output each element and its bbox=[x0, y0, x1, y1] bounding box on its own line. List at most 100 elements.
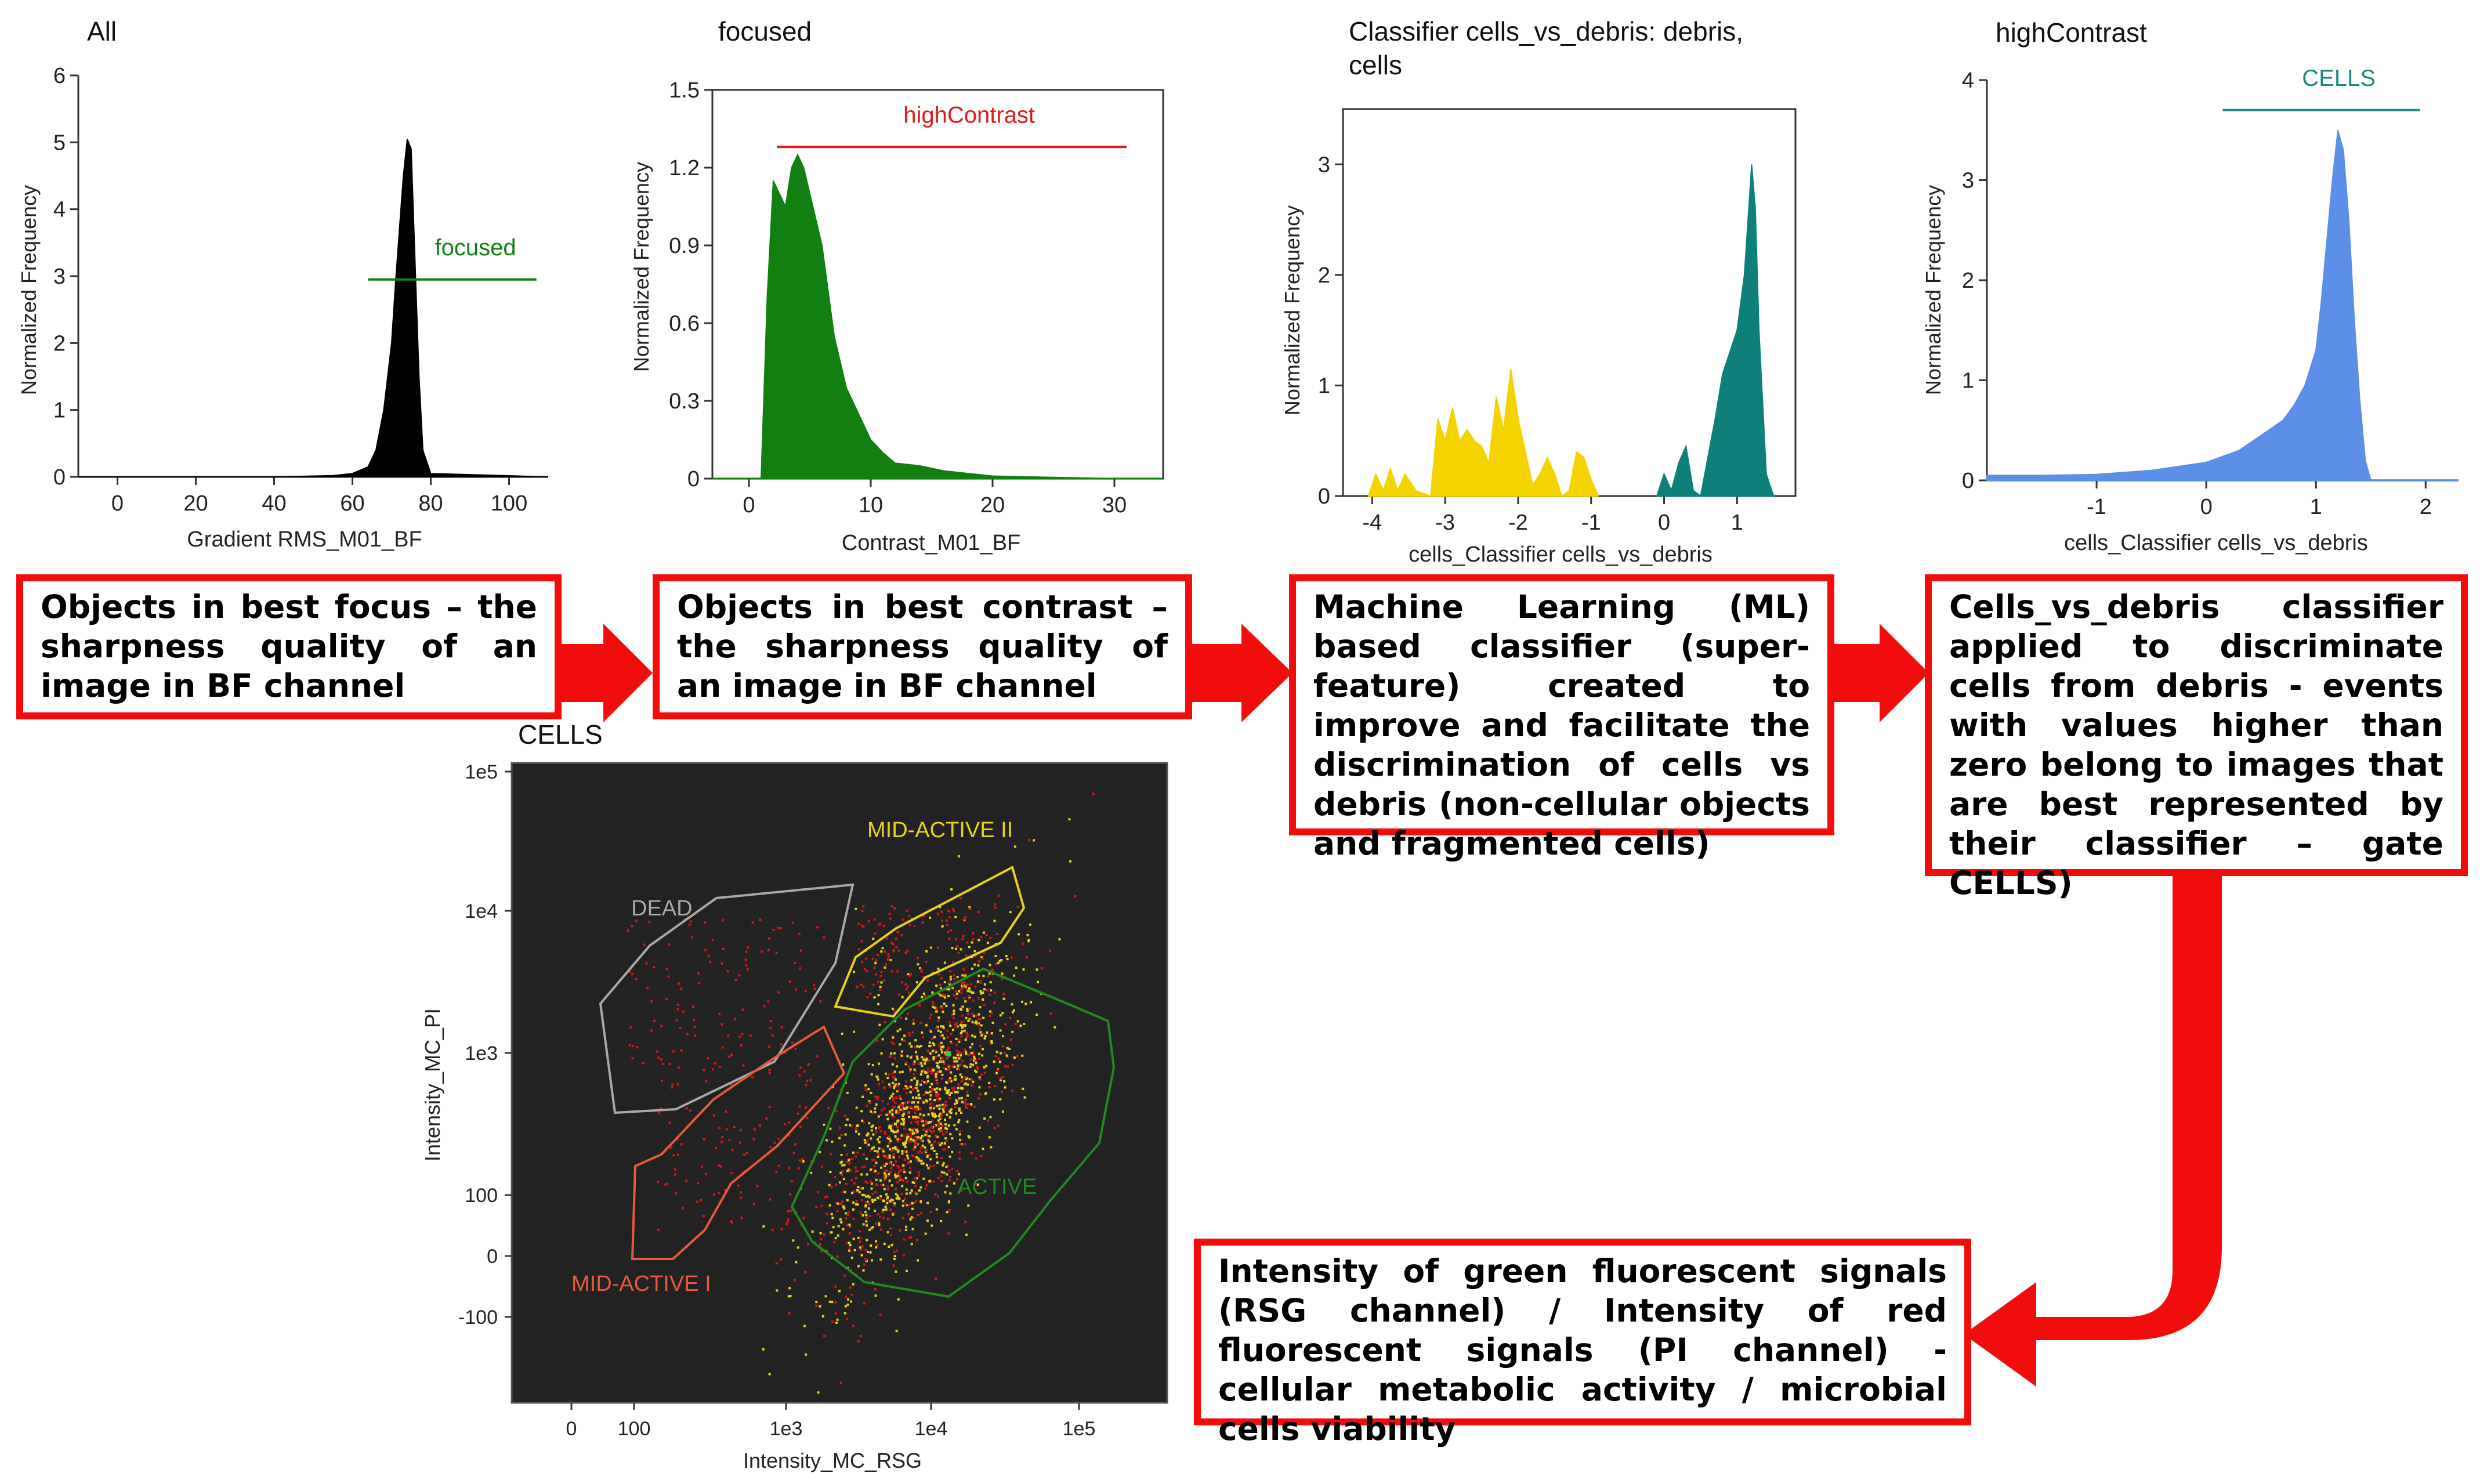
scatter-point bbox=[955, 1022, 958, 1025]
scatter-point bbox=[765, 1117, 768, 1120]
scatter-point bbox=[946, 1057, 948, 1060]
scatter-point bbox=[915, 1108, 918, 1111]
scatter-point bbox=[877, 954, 879, 957]
scatter-point bbox=[1003, 1051, 1006, 1054]
scatter-point bbox=[929, 1098, 932, 1101]
scatter-point bbox=[797, 1112, 799, 1115]
scatter-point bbox=[995, 1051, 998, 1054]
scatter-point bbox=[931, 1125, 933, 1128]
scatter-point bbox=[895, 1148, 897, 1150]
scatter-point bbox=[846, 1153, 848, 1156]
scatter-point bbox=[653, 966, 656, 969]
scatter-point bbox=[933, 1115, 936, 1118]
scatter-point bbox=[833, 1241, 836, 1244]
scatter-point bbox=[929, 1030, 932, 1033]
scatter-point bbox=[919, 1073, 922, 1076]
scatter-point bbox=[914, 1185, 917, 1188]
scatter-point bbox=[942, 1164, 944, 1167]
scatter-point bbox=[911, 1031, 914, 1034]
scatter-point bbox=[829, 1127, 832, 1130]
scatter-point bbox=[850, 1179, 853, 1182]
scatter-point bbox=[917, 1214, 919, 1217]
scatter-point bbox=[769, 1027, 772, 1030]
scatter-point bbox=[1092, 792, 1095, 795]
scatter-point bbox=[959, 1138, 962, 1141]
scatter-point bbox=[993, 991, 996, 994]
x-tick-label: 1e5 bbox=[1063, 1418, 1096, 1440]
scatter-point bbox=[727, 1055, 730, 1058]
scatter-point bbox=[839, 1203, 842, 1205]
scatter-point bbox=[922, 1094, 925, 1096]
scatter-point bbox=[871, 1226, 874, 1229]
scatter-point bbox=[745, 964, 748, 967]
scatter-point bbox=[977, 960, 980, 963]
scatter-point bbox=[965, 1099, 968, 1101]
scatter-point bbox=[944, 1119, 946, 1121]
scatter-point bbox=[931, 1037, 934, 1040]
scatter-point bbox=[832, 1226, 835, 1229]
scatter-point bbox=[867, 1134, 870, 1136]
scatter-point bbox=[715, 1146, 718, 1149]
scatter-point bbox=[853, 1190, 855, 1193]
scatter-point bbox=[974, 955, 977, 958]
scatter-point bbox=[946, 1185, 948, 1188]
scatter-point bbox=[665, 968, 668, 971]
scatter-point bbox=[887, 1188, 889, 1191]
scatter-point bbox=[899, 1097, 902, 1100]
scatter-point bbox=[937, 1128, 940, 1131]
x-tick-label: 2 bbox=[2420, 495, 2432, 519]
scatter-point bbox=[907, 1157, 910, 1160]
scatter-point bbox=[939, 1127, 942, 1130]
scatter-point bbox=[925, 950, 928, 953]
scatter-point bbox=[933, 1140, 936, 1143]
scatter-point bbox=[958, 1057, 961, 1060]
scatter-point bbox=[908, 1065, 910, 1068]
scatter-point bbox=[787, 1218, 790, 1221]
scatter-point bbox=[948, 1116, 951, 1119]
scatter-point bbox=[704, 921, 707, 924]
scatter-point bbox=[869, 993, 872, 996]
scatter-point bbox=[868, 1203, 871, 1206]
scatter-point bbox=[966, 1008, 969, 1011]
scatter-point bbox=[872, 1159, 875, 1161]
scatter-point bbox=[890, 905, 893, 908]
y-tick-label: 4 bbox=[1962, 68, 1974, 93]
scatter-point bbox=[870, 1110, 872, 1113]
scatter-point bbox=[956, 1170, 959, 1172]
scatter-point bbox=[888, 1113, 890, 1115]
scatter-point bbox=[889, 1097, 891, 1100]
scatter-point bbox=[999, 1014, 1002, 1017]
scatter-point bbox=[982, 975, 985, 978]
scatter-point bbox=[951, 1087, 954, 1090]
scatter-point bbox=[805, 1084, 808, 1087]
scatter-point bbox=[906, 1106, 908, 1109]
scatter-point bbox=[863, 1194, 866, 1197]
scatter-point bbox=[897, 1106, 900, 1109]
scatter-point bbox=[901, 1150, 904, 1153]
scatter-point bbox=[798, 1105, 801, 1108]
scatter-point bbox=[896, 1120, 899, 1123]
scatter-point bbox=[815, 1301, 818, 1304]
scatter-point bbox=[645, 962, 648, 965]
scatter-point bbox=[963, 981, 966, 984]
x-tick-label: -1 bbox=[2087, 495, 2106, 519]
scatter-point bbox=[734, 1018, 737, 1020]
scatter-point bbox=[944, 1087, 947, 1090]
scatter-point bbox=[881, 1211, 884, 1214]
scatter-point bbox=[935, 984, 938, 987]
scatter-point bbox=[882, 1199, 885, 1202]
scatter-point bbox=[874, 1199, 877, 1201]
scatter-point bbox=[939, 987, 942, 990]
scatter-point bbox=[1004, 1065, 1007, 1067]
scatter-point bbox=[837, 1234, 839, 1237]
scatter-point bbox=[884, 1170, 886, 1172]
chart-title-line-2: cells bbox=[1349, 50, 1402, 80]
scatter-point bbox=[972, 999, 975, 1002]
scatter-point bbox=[1003, 1080, 1006, 1083]
scatter-point bbox=[915, 981, 918, 984]
scatter-point bbox=[949, 1192, 952, 1195]
scatter-point bbox=[909, 1135, 912, 1138]
scatter-point bbox=[823, 1123, 826, 1126]
scatter-point bbox=[877, 1172, 880, 1175]
chart-title-cells: CELLS bbox=[518, 719, 603, 750]
